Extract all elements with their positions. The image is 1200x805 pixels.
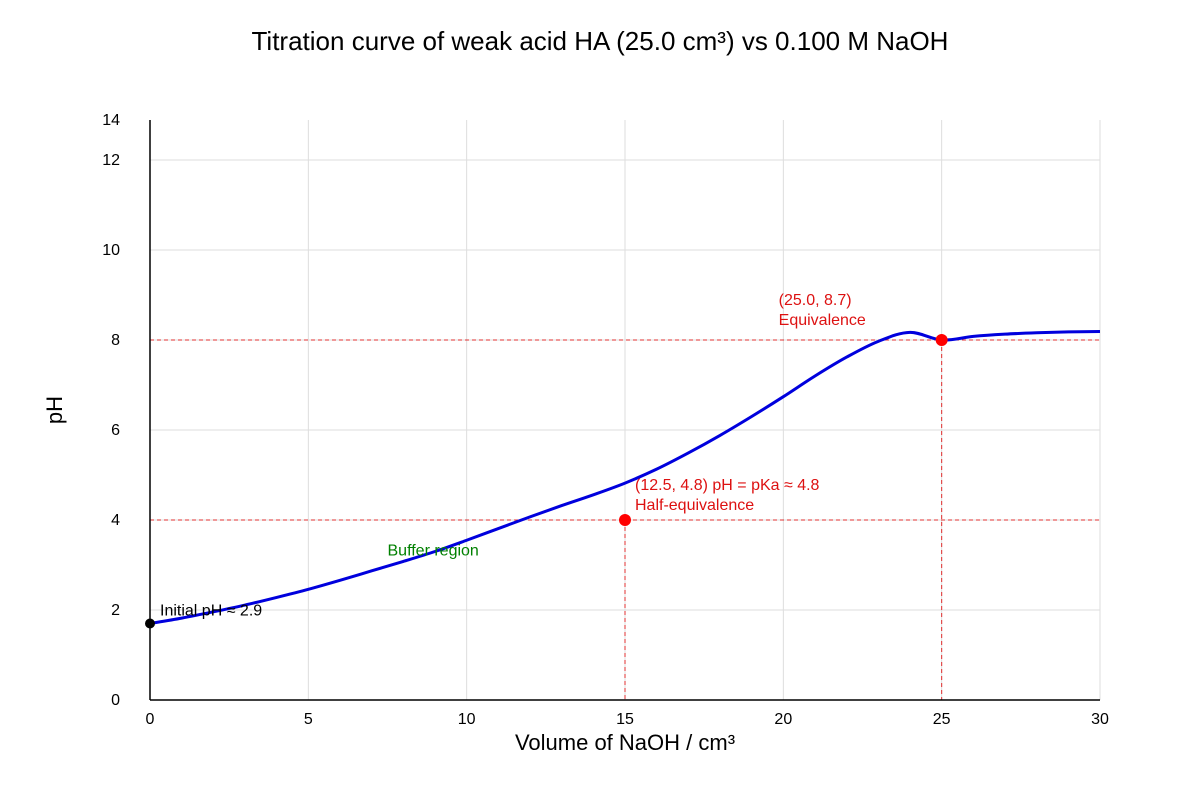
y-tick-label: 10 <box>102 242 120 259</box>
markers <box>145 334 948 629</box>
x-tick-label: 10 <box>458 711 476 728</box>
equivalence-label: Equivalence <box>779 312 866 329</box>
y-axis-label: pH <box>42 396 67 424</box>
equivalence-marker <box>935 334 948 346</box>
y-tick-label: 12 <box>102 152 120 169</box>
y-tick-label: 0 <box>111 692 120 709</box>
y-tick-label: 6 <box>111 422 120 439</box>
equivalence-coord-label: (25.0, 8.7) <box>779 292 852 309</box>
y-tick-label: 4 <box>111 512 120 529</box>
chart-title: Titration curve of weak acid HA (25.0 cm… <box>252 26 949 56</box>
half-equivalence-coord-label: (12.5, 4.8) pH = pKa ≈ 4.8 <box>635 477 820 494</box>
half-equivalence-marker <box>619 514 631 526</box>
initial-point-label: Initial pH ≈ 2.9 <box>160 603 262 620</box>
x-tick-label: 15 <box>616 711 634 728</box>
x-tick-label: 25 <box>933 711 951 728</box>
x-tick-label: 30 <box>1091 711 1109 728</box>
labels: Initial pH ≈ 2.9 (12.5, 4.8) pH = pKa ≈ 4… <box>160 292 866 620</box>
x-tick-label: 0 <box>146 711 155 728</box>
y-tick-label: 2 <box>111 602 120 619</box>
x-tick-label: 5 <box>304 711 313 728</box>
axes: 0 5 10 15 20 25 30 0 2 4 6 8 10 12 14 <box>102 112 1109 728</box>
x-axis-label: Volume of NaOH / cm³ <box>515 730 735 755</box>
y-tick-label: 8 <box>111 332 120 349</box>
x-tick-label: 20 <box>774 711 792 728</box>
initial-point-marker <box>145 618 155 629</box>
buffer-region-label: Buffer region <box>388 542 479 559</box>
y-tick-label: 14 <box>102 112 120 129</box>
half-equivalence-label: Half-equivalence <box>635 497 754 514</box>
